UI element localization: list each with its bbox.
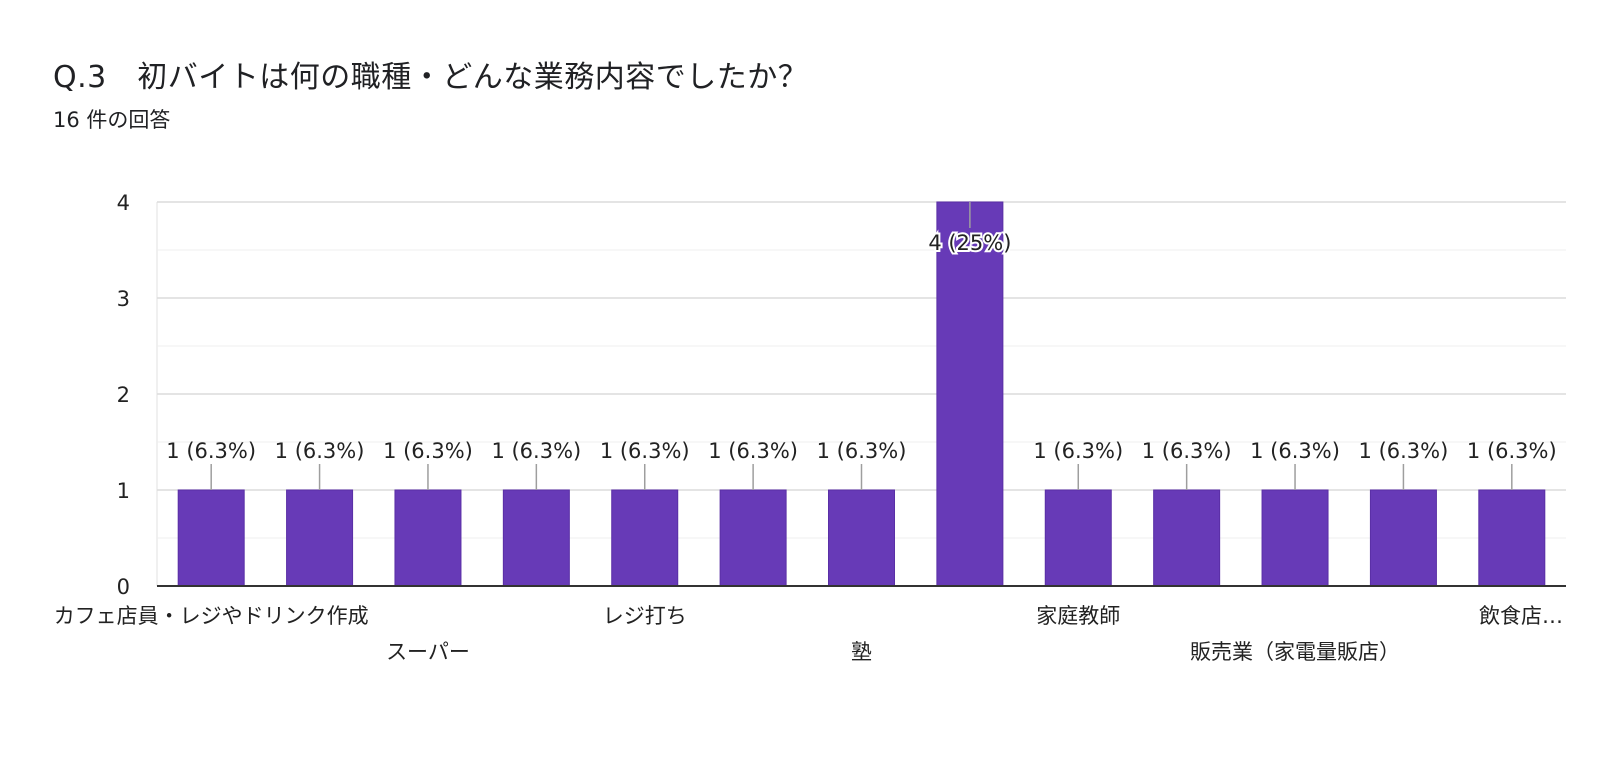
- data-label: 1 (6.3%): [1033, 439, 1123, 463]
- data-label: 1 (6.3%): [1467, 439, 1557, 463]
- x-tick-label: スーパー: [386, 640, 470, 664]
- bar: [1478, 489, 1546, 587]
- data-label: 1 (6.3%): [275, 439, 365, 463]
- bar: [828, 489, 895, 587]
- x-tick-label: カフェ店員・レジやドリンク作成: [54, 604, 369, 628]
- y-tick-label: 1: [117, 479, 130, 503]
- bar: [286, 489, 354, 587]
- data-label: 1 (6.3%): [708, 439, 798, 463]
- x-tick-label: 塾: [851, 640, 872, 664]
- data-label: 1 (6.3%): [1142, 439, 1232, 463]
- bar: [1261, 489, 1329, 587]
- data-label: 1 (6.3%): [383, 439, 473, 463]
- data-label: 1 (6.3%): [491, 439, 581, 463]
- bar: [719, 489, 787, 587]
- bar: [394, 489, 462, 587]
- x-tick-label: 販売業（家電量販店）: [1190, 640, 1400, 664]
- bar: [1044, 489, 1112, 587]
- x-tick-label: 飲食店…: [1479, 604, 1563, 628]
- bar: [1153, 489, 1221, 587]
- data-label: 1 (6.3%): [166, 439, 256, 463]
- bar: [502, 489, 570, 587]
- data-label: 1 (6.3%): [1359, 439, 1449, 463]
- data-label: 4 (25%): [928, 231, 1011, 255]
- data-label: 1 (6.3%): [1250, 439, 1340, 463]
- chart-title: Q.3 初バイトは何の職種・どんな業務内容でしたか？: [53, 60, 809, 95]
- y-tick-label: 2: [117, 383, 130, 407]
- x-tick-label: レジ打ち: [603, 604, 687, 628]
- bar: [1369, 489, 1437, 587]
- x-tick-label: 家庭教師: [1036, 604, 1120, 628]
- data-label: 1 (6.3%): [600, 439, 690, 463]
- bar: [177, 489, 245, 587]
- bar: [611, 489, 679, 587]
- data-label: 1 (6.3%): [817, 439, 907, 463]
- y-tick-label: 0: [117, 575, 130, 599]
- y-tick-label: 3: [117, 287, 130, 311]
- response-count: 16 件の回答: [53, 108, 171, 132]
- y-tick-label: 4: [117, 191, 130, 215]
- bar: [936, 201, 1004, 587]
